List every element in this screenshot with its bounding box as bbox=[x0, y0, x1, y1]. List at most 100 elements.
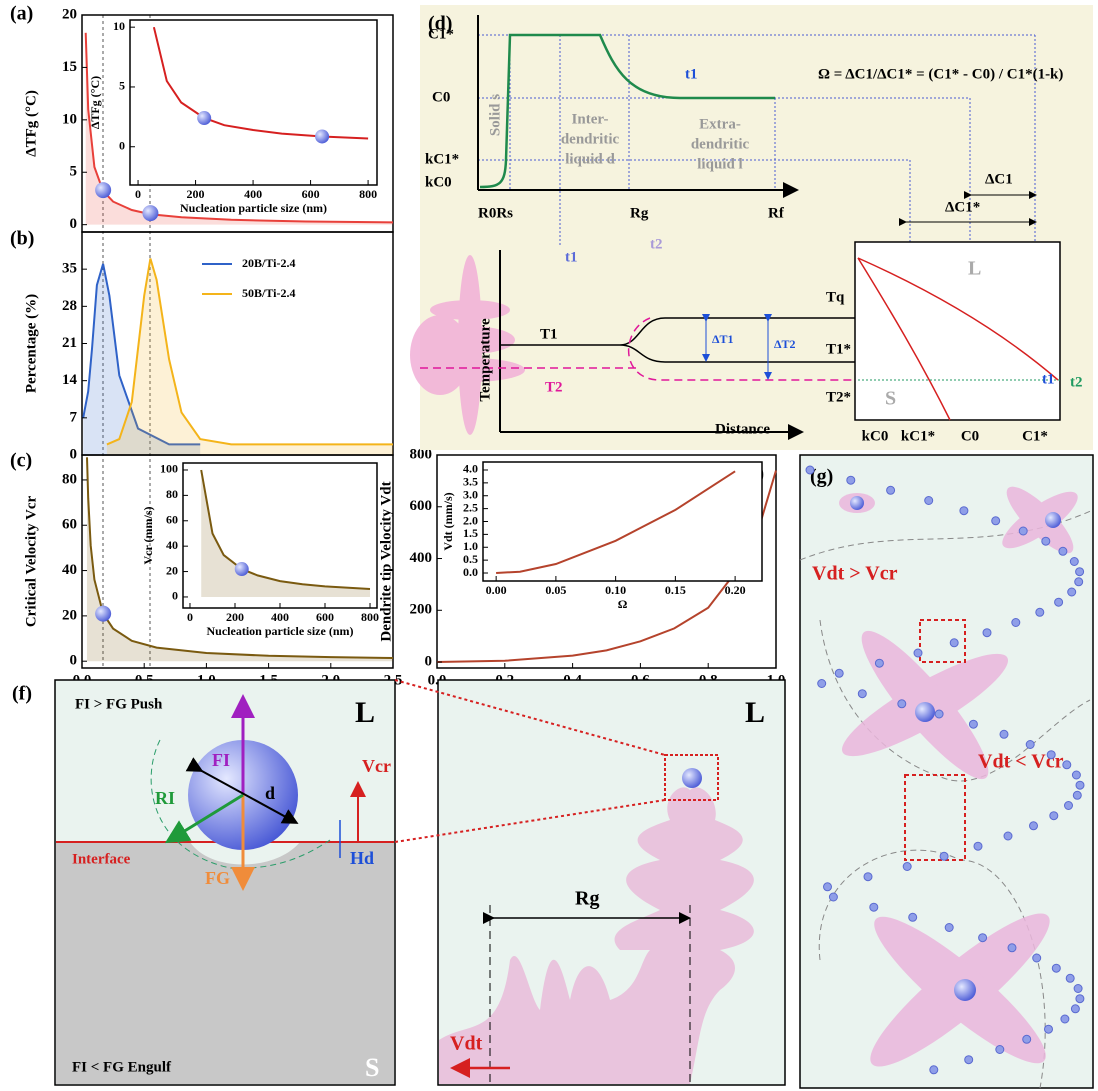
label: Rg bbox=[575, 888, 599, 910]
x-tick-label: 800 bbox=[359, 187, 377, 201]
x-tick-label: 0 bbox=[135, 187, 141, 201]
solid bbox=[56, 842, 394, 1084]
plot-frame bbox=[182, 462, 378, 609]
marker bbox=[234, 562, 249, 577]
particle bbox=[1022, 1034, 1032, 1044]
y-tick-label: 800 bbox=[410, 446, 433, 462]
x-tick-label: 0.00 bbox=[486, 583, 507, 597]
y-tick-label: 15 bbox=[62, 59, 77, 75]
label: T1* bbox=[826, 341, 851, 357]
panel-d: (d) C1* C0 kC1* kC0 R0Rs Rg Rf t1 Solid … bbox=[410, 5, 1093, 450]
label: dendritic bbox=[691, 136, 750, 152]
marker bbox=[197, 111, 212, 126]
particle bbox=[929, 1065, 939, 1075]
particle bbox=[1075, 567, 1085, 577]
label: S bbox=[885, 388, 896, 410]
y-tick-label: 20 bbox=[62, 607, 77, 623]
label: C0 bbox=[432, 89, 450, 105]
label: Tq bbox=[826, 289, 845, 305]
particle bbox=[908, 912, 918, 922]
label: ΔT2 bbox=[774, 337, 796, 351]
concentration-curve bbox=[479, 33, 775, 189]
particle bbox=[973, 841, 983, 851]
plot-frame bbox=[436, 454, 777, 669]
label: liquid d bbox=[565, 151, 615, 167]
particle bbox=[897, 699, 907, 709]
label: T1 bbox=[540, 326, 558, 342]
label: t1 bbox=[685, 66, 698, 82]
x-tick-label: 0 bbox=[187, 610, 193, 624]
x-tick-label: 800 bbox=[361, 610, 379, 624]
particle bbox=[934, 709, 944, 719]
particle bbox=[1035, 607, 1045, 617]
y-tick-label: 2.0 bbox=[463, 513, 478, 527]
label: ΔT1 bbox=[712, 332, 734, 346]
particle bbox=[1011, 618, 1021, 627]
x-tick-label: 0.10 bbox=[605, 583, 626, 597]
label: kC0 bbox=[862, 428, 889, 444]
ellipse bbox=[1006, 486, 1074, 554]
particle bbox=[982, 628, 992, 638]
particle bbox=[1070, 1004, 1080, 1014]
particle bbox=[939, 851, 949, 861]
y-tick-label: 0 bbox=[70, 653, 78, 669]
x-axis-label: Nucleation particle size (nm) bbox=[207, 624, 354, 638]
label: t2 bbox=[1070, 374, 1083, 390]
label: FG bbox=[205, 868, 230, 888]
particle bbox=[995, 1045, 1005, 1054]
label: C1* bbox=[1022, 428, 1048, 444]
plot-frame bbox=[81, 454, 394, 669]
ellipse bbox=[410, 315, 470, 395]
label: Vdt > Vcr bbox=[812, 563, 898, 585]
y-tick-label: 0.5 bbox=[463, 552, 478, 566]
label: ΔC1* bbox=[945, 199, 980, 215]
liquidus bbox=[857, 257, 1059, 381]
x-tick-label: 200 bbox=[226, 610, 244, 624]
label: S bbox=[365, 1053, 379, 1082]
x-tick-label: 400 bbox=[271, 610, 289, 624]
particle bbox=[902, 862, 912, 871]
marker bbox=[315, 129, 330, 144]
legend-label: 50B/Ti-2.4 bbox=[242, 286, 295, 300]
particle bbox=[869, 902, 879, 912]
particle bbox=[978, 933, 988, 943]
axis bbox=[499, 250, 800, 432]
zoom-box bbox=[664, 754, 719, 801]
label: T2* bbox=[826, 389, 851, 405]
y-tick-label: 60 bbox=[166, 513, 178, 527]
x-tick-label: 600 bbox=[302, 187, 320, 201]
y-axis-label: ΔTFg (°C) bbox=[23, 90, 39, 157]
zoom-box bbox=[919, 619, 966, 663]
area bbox=[201, 470, 371, 597]
label: FI < FG Engulf bbox=[72, 1059, 172, 1075]
label: Inter- bbox=[572, 111, 609, 127]
particle bbox=[850, 496, 864, 510]
y-tick-label: 80 bbox=[62, 471, 77, 487]
line bbox=[106, 258, 393, 446]
marker bbox=[142, 205, 159, 222]
x-tick-label: 0.15 bbox=[665, 583, 686, 597]
x-axis-label: Nucleation particle size (nm) bbox=[180, 201, 327, 215]
y-axis-label: Percentage (%) bbox=[23, 294, 39, 393]
particle bbox=[954, 979, 976, 1001]
y-axis-label: Vdt (mm/s) bbox=[441, 492, 455, 550]
particle bbox=[817, 679, 827, 688]
label: FI bbox=[212, 750, 230, 770]
label: d bbox=[265, 783, 275, 803]
marker bbox=[95, 605, 112, 622]
particle bbox=[1025, 740, 1035, 749]
x-tick-label: 400 bbox=[244, 187, 262, 201]
label: dendritic bbox=[561, 131, 620, 147]
label: R0Rs bbox=[478, 205, 513, 221]
particle bbox=[857, 689, 867, 699]
label: kC1* bbox=[425, 151, 459, 167]
y-tick-label: 2.5 bbox=[463, 500, 478, 514]
panel-g: (g) Vdt > Vcr Vdt < Vcr bbox=[799, 454, 1094, 1089]
particle bbox=[834, 668, 844, 678]
zoom-box bbox=[904, 774, 966, 861]
particle bbox=[959, 506, 969, 516]
solidus bbox=[857, 257, 951, 421]
y-tick-label: 7 bbox=[70, 409, 78, 425]
